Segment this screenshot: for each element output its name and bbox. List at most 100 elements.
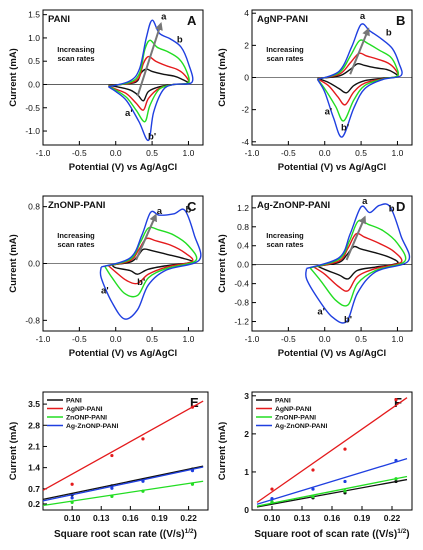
x-tick-label: 1.0 [183, 148, 195, 158]
data-point [70, 482, 74, 486]
legend-entry: PANI [66, 398, 82, 405]
x-axis-label-tail: ) [406, 529, 409, 540]
y-axis-label: Current (mA) [217, 48, 228, 107]
y-tick-label: 0 [244, 505, 249, 515]
peak-label: b [186, 204, 192, 215]
data-point [190, 482, 195, 486]
y-axis-label: Current (mA) [217, 234, 228, 293]
data-point [270, 500, 274, 504]
scan-rate-arrow [349, 27, 370, 75]
panel-title: Ag-ZnONP-PANI [257, 200, 330, 211]
x-tick-label: 0.0 [319, 334, 331, 344]
peak-label: b [177, 35, 183, 46]
cv-curve [108, 39, 190, 123]
scan-rate-arrow [345, 215, 367, 261]
data-point [190, 469, 195, 473]
cv-curve [309, 219, 407, 307]
x-tick-label: -1.0 [245, 334, 260, 344]
y-tick-label: -1.2 [234, 317, 249, 327]
peak-label: a' [317, 306, 325, 317]
y-tick-label: 3.5 [28, 399, 40, 409]
x-tick-label: 0.0 [110, 334, 122, 344]
x-tick-label: 1.0 [392, 334, 404, 344]
data-point [110, 453, 114, 458]
x-tick-label: 0.22 [384, 513, 401, 523]
data-point [190, 405, 195, 409]
peak-label: a' [125, 108, 133, 119]
x-tick-label: 0.16 [324, 513, 341, 523]
y-tick-label: -1.0 [25, 126, 40, 136]
x-tick-label: 0.5 [146, 148, 158, 158]
data-point [110, 486, 114, 490]
plot-frame [42, 391, 209, 511]
peak-label: b [389, 204, 395, 215]
y-tick-label: 0.7 [28, 484, 40, 494]
data-point [311, 468, 315, 472]
x-tick-label: -0.5 [72, 334, 87, 344]
panel-f: 0.10 0.13 0.16 0.19 0.22 0 1 2 3 Current (mA) Squa… [217, 391, 413, 540]
data-point [70, 496, 74, 500]
panel-letter: E [190, 395, 199, 410]
x-axis-label-sup: 1/2 [397, 528, 406, 535]
annotation-line: scan rates [266, 240, 303, 249]
cv-curve [107, 237, 194, 285]
x-axis-label-main: Square root of scan rate ((V/s) [254, 529, 397, 540]
annotation-line: Increasing [57, 45, 95, 54]
data-point [343, 447, 347, 451]
annotation-scan-rates: Increasing scan rates [57, 231, 95, 249]
x-tick-label: 0.10 [64, 513, 81, 523]
annotation-scan-rates: Increasing scan rates [266, 45, 304, 63]
y-tick-label: 0.0 [237, 260, 249, 270]
data-point [394, 458, 398, 463]
y-tick-label: 0.4 [237, 241, 249, 251]
x-tick-label: 0.13 [93, 513, 110, 523]
data-point [110, 494, 114, 498]
y-tick-label: 0 [244, 73, 249, 83]
fit-line [42, 400, 204, 491]
x-tick-label: 0.5 [355, 148, 367, 158]
fit-line [256, 478, 408, 508]
fit-line [42, 466, 204, 502]
x-axis-label-main: Square root scan rate ((V/s) [54, 529, 185, 540]
y-axis-label: Current (mA) [8, 422, 19, 481]
legend-entry: AgNP-PANI [275, 406, 312, 413]
peak-label: b [386, 28, 392, 39]
x-tick-label: -0.5 [72, 148, 87, 158]
panel-letter: A [187, 13, 197, 28]
y-tick-label: 0.5 [28, 56, 40, 66]
annotation-line: Increasing [266, 45, 304, 54]
y-tick-label: 0.8 [28, 202, 40, 212]
annotation-line: scan rates [57, 54, 94, 63]
legend-entry: PANI [275, 398, 291, 405]
panel-d: -1.0 -0.5 0.0 0.5 1.0 -1.2 -0.8 -0.4 0.0 0.4 0.8 1.… [217, 195, 413, 359]
y-tick-label: 1.5 [28, 10, 40, 20]
y-tick-label: 3 [244, 391, 249, 401]
peak-label: a [360, 11, 366, 22]
y-tick-label: 1.2 [237, 203, 249, 213]
annotation-line: Increasing [57, 231, 95, 240]
panel-letter: D [396, 199, 405, 214]
peak-label: a' [325, 106, 333, 117]
y-axis-label: Current (mA) [8, 234, 19, 293]
y-tick-label: -0.4 [234, 279, 249, 289]
x-axis-label: Square root of scan rate ((V/s)1/2) [254, 528, 409, 540]
x-tick-label: 0.13 [294, 513, 311, 523]
cv-curve [108, 19, 194, 142]
data-point [394, 479, 398, 484]
y-tick-label: 1 [244, 467, 249, 477]
y-axis-label: Current (mA) [217, 422, 228, 481]
x-axis-label: Potential (V) vs Ag/AgCl [278, 348, 386, 359]
cv-curve [305, 203, 411, 324]
y-tick-label: 0.8 [237, 222, 249, 232]
peak-label: b' [148, 131, 156, 142]
data-point [311, 495, 315, 499]
x-tick-label: 0.5 [146, 334, 158, 344]
data-point [70, 500, 74, 505]
peak-label: a [157, 206, 163, 217]
y-axis-label: Current (mA) [8, 48, 19, 107]
legend-entry: ZnONP-PANI [66, 415, 107, 422]
x-tick-label: 1.0 [392, 148, 404, 158]
x-tick-label: 0.19 [151, 513, 168, 523]
fit-line [256, 457, 408, 505]
data-point [270, 487, 274, 491]
